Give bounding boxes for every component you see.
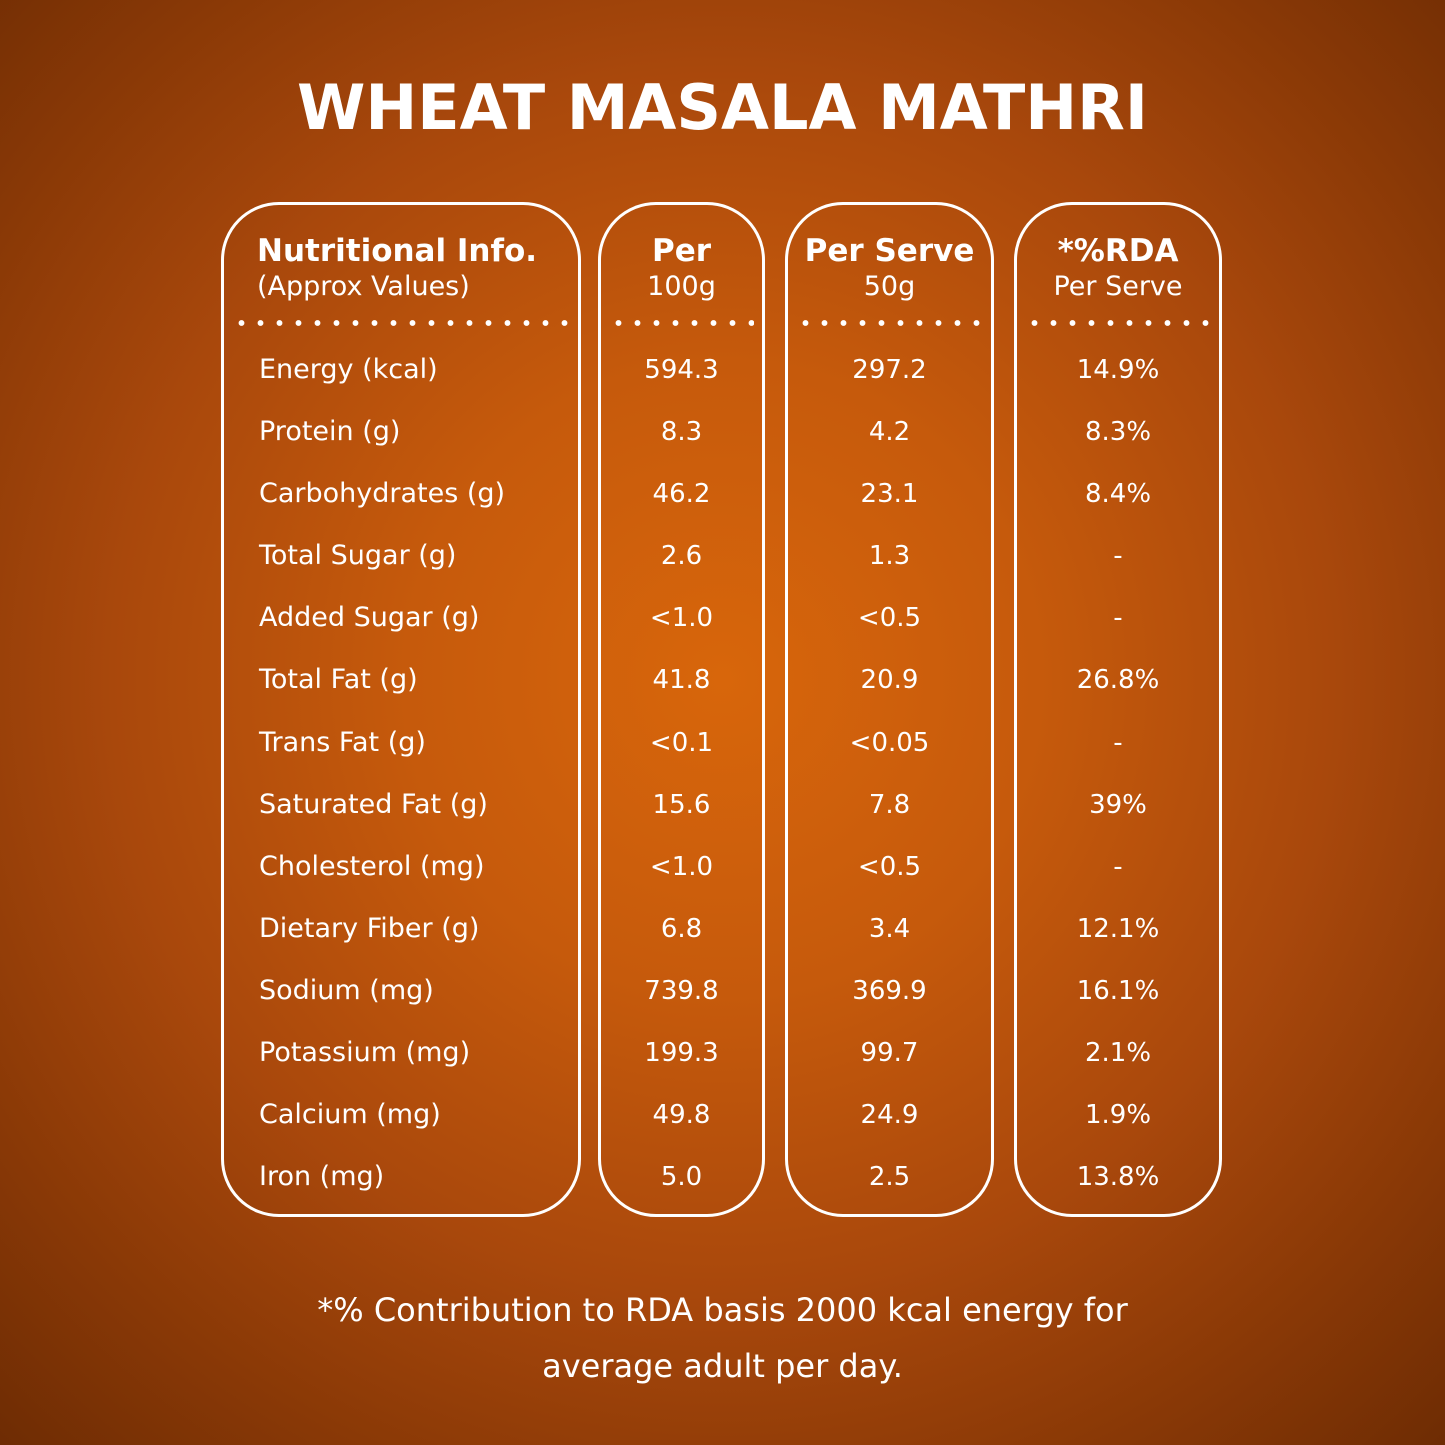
rda-cell: - xyxy=(1113,541,1123,572)
per100-cell: 41.8 xyxy=(652,665,711,696)
dotted-divider xyxy=(232,319,570,327)
per-100g-header-subtitle: 100g xyxy=(647,271,716,302)
rda-cell: - xyxy=(1113,851,1123,882)
per100-cell: <0.1 xyxy=(649,727,714,758)
per100-cell: 15.6 xyxy=(652,789,711,820)
per-serve-list: 297.2 4.2 23.1 1.3 <0.5 20.9 <0.05 7.8 <0.5 3.4 36… xyxy=(788,339,991,1208)
per100-cell: 46.2 xyxy=(652,479,711,510)
serve-cell: <0.5 xyxy=(857,851,922,882)
rda-cell: 39% xyxy=(1089,789,1147,820)
rda-list: 14.9% 8.3% 8.4% - - 26.8% - 39% - 12.1% 16.1% 2.1% 1… xyxy=(1017,339,1219,1208)
nutrient-cell: Added Sugar (g) xyxy=(259,602,480,634)
dotted-divider xyxy=(796,319,983,327)
per-serve-header-title: Per Serve xyxy=(804,233,975,269)
serve-cell: 1.3 xyxy=(868,541,911,572)
nutrient-cell: Saturated Fat (g) xyxy=(259,788,488,820)
rda-cell: - xyxy=(1113,727,1123,758)
per100-cell: 594.3 xyxy=(644,355,719,385)
serve-cell: 23.1 xyxy=(860,479,919,510)
nutrient-cell: Trans Fat (g) xyxy=(259,726,426,758)
rda-cell: 8.3% xyxy=(1084,417,1152,448)
footnote-line-2: average adult per day. xyxy=(542,1347,903,1385)
serve-cell: 20.9 xyxy=(860,665,919,696)
per-100g-header-title: Per xyxy=(651,233,712,269)
nutrient-cell: Dietary Fiber (g) xyxy=(259,912,480,944)
rda-cell: - xyxy=(1113,603,1123,634)
footnote: *% Contribution to RDA basis 2000 kcal e… xyxy=(0,1282,1445,1394)
per100-cell: 8.3 xyxy=(660,417,703,448)
serve-cell: 3.4 xyxy=(868,913,911,944)
dotted-divider xyxy=(609,319,754,327)
page-title: WHEAT MASALA MATHRI xyxy=(297,71,1148,144)
per-serve-header-subtitle: 50g xyxy=(863,271,916,302)
dotted-divider xyxy=(1025,319,1211,327)
rda-cell: 8.4% xyxy=(1084,479,1152,510)
rda-cell: 26.8% xyxy=(1076,665,1160,696)
per100-cell: 2.6 xyxy=(660,541,703,572)
per100-cell: 5.0 xyxy=(660,1162,703,1193)
nutrient-cell: Energy (kcal) xyxy=(259,354,438,385)
nutrient-cell: Protein (g) xyxy=(259,416,401,448)
nutrient-cell: Sodium (mg) xyxy=(259,974,434,1006)
per-100g-list: 594.3 8.3 46.2 2.6 <1.0 41.8 <0.1 15.6 <1.0 6.8 73… xyxy=(601,339,762,1208)
per-serve-column: Per Serve 50g 297.2 4.2 23.1 1.3 <0.5 20.9 <0.… xyxy=(785,202,994,1217)
rda-cell: 14.9% xyxy=(1076,355,1160,385)
rda-cell: 13.8% xyxy=(1076,1162,1160,1193)
serve-cell: 4.2 xyxy=(868,417,911,448)
serve-cell: 99.7 xyxy=(860,1038,919,1069)
per100-cell: 6.8 xyxy=(660,913,703,944)
nutrient-header-title: Nutritional Info. xyxy=(257,233,538,269)
nutrient-cell: Carbohydrates (g) xyxy=(259,478,506,510)
serve-cell: 24.9 xyxy=(860,1100,919,1131)
nutrient-column: Nutritional Info. (Approx Values) Energy… xyxy=(221,202,581,1217)
nutrient-list: Energy (kcal) Protein (g) Carbohydrates (g… xyxy=(224,339,578,1208)
rda-cell: 12.1% xyxy=(1076,913,1160,944)
rda-cell: 1.9% xyxy=(1084,1100,1152,1131)
nutrient-cell: Total Sugar (g) xyxy=(259,540,457,572)
rda-column: *%RDA Per Serve 14.9% 8.3% 8.4% - - 26.8% - 39%… xyxy=(1014,202,1222,1217)
per-100g-column: Per 100g 594.3 8.3 46.2 2.6 <1.0 41.8 <0.1 15.6… xyxy=(598,202,765,1217)
per100-cell: <1.0 xyxy=(649,603,714,634)
per100-cell: 739.8 xyxy=(644,975,719,1006)
rda-cell: 2.1% xyxy=(1084,1038,1152,1069)
serve-cell: 297.2 xyxy=(852,355,927,385)
nutrient-header-subtitle: (Approx Values) xyxy=(257,271,470,302)
nutrient-cell: Iron (mg) xyxy=(259,1161,385,1193)
rda-header-title: *%RDA xyxy=(1057,233,1179,269)
nutrient-cell: Cholesterol (mg) xyxy=(259,850,485,882)
footnote-line-1: *% Contribution to RDA basis 2000 kcal e… xyxy=(317,1291,1128,1329)
serve-cell: <0.05 xyxy=(849,727,930,758)
serve-cell: 2.5 xyxy=(868,1162,911,1193)
serve-cell: 369.9 xyxy=(852,975,927,1006)
rda-cell: 16.1% xyxy=(1076,975,1160,1006)
per100-cell: 199.3 xyxy=(644,1038,719,1069)
per100-cell: <1.0 xyxy=(649,851,714,882)
rda-header-subtitle: Per Serve xyxy=(1053,271,1183,302)
nutrient-cell: Calcium (mg) xyxy=(259,1099,441,1131)
nutrient-cell: Potassium (mg) xyxy=(259,1037,471,1069)
per100-cell: 49.8 xyxy=(652,1100,711,1131)
nutrient-cell: Total Fat (g) xyxy=(259,664,418,696)
serve-cell: <0.5 xyxy=(857,603,922,634)
serve-cell: 7.8 xyxy=(868,789,911,820)
